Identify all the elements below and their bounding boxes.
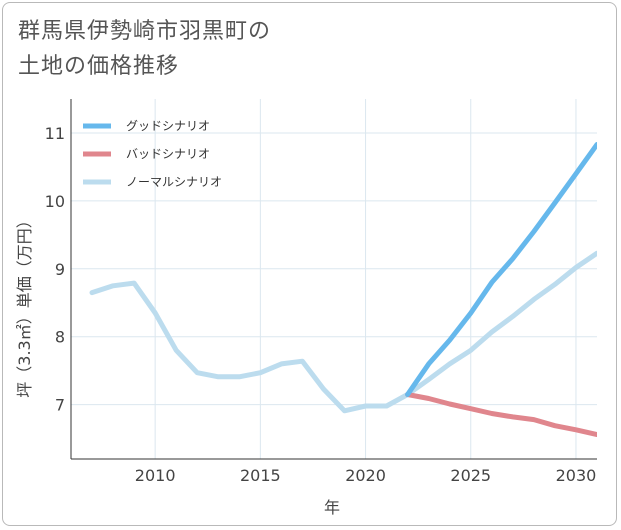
x-tick-label: 2020: [345, 466, 386, 485]
legend-label-1: バッドシナリオ: [126, 147, 210, 161]
chart-card: [2, 2, 617, 526]
y-tick-label: 11: [45, 124, 65, 143]
x-tick-label: 2015: [240, 466, 281, 485]
y-axis-label: 坪（3.3㎡）単価（万円）: [15, 212, 34, 397]
x-tick-label: 2030: [556, 466, 597, 485]
y-tick-labels: 7 8 9 10 11: [45, 124, 65, 415]
legend-label-2: ノーマルシナリオ: [126, 175, 222, 189]
x-tick-label: 2010: [135, 466, 176, 485]
x-axis-label: 年: [324, 498, 340, 517]
chart-title: 群馬県伊勢崎市羽黒町の 土地の価格推移: [18, 14, 271, 84]
x-tick-labels: 2010 2015 2020 2025 2030: [135, 466, 597, 485]
series-line-2: [89, 250, 597, 414]
y-tick-label: 9: [55, 260, 65, 279]
axes: [70, 99, 597, 460]
chart-title-line-1: 群馬県伊勢崎市羽黒町の: [18, 19, 272, 44]
series-line-1: [405, 392, 597, 437]
y-tick-label: 7: [55, 396, 65, 415]
chart-title-line-2: 土地の価格推移: [18, 54, 180, 79]
y-tick-label: 10: [45, 192, 65, 211]
series-line-0: [405, 142, 597, 397]
legend-label-0: グッドシナリオ: [126, 119, 210, 133]
series-lines: [89, 142, 597, 437]
grid-lines: [71, 99, 597, 459]
y-tick-label: 8: [55, 328, 65, 347]
x-tick-label: 2025: [450, 466, 491, 485]
